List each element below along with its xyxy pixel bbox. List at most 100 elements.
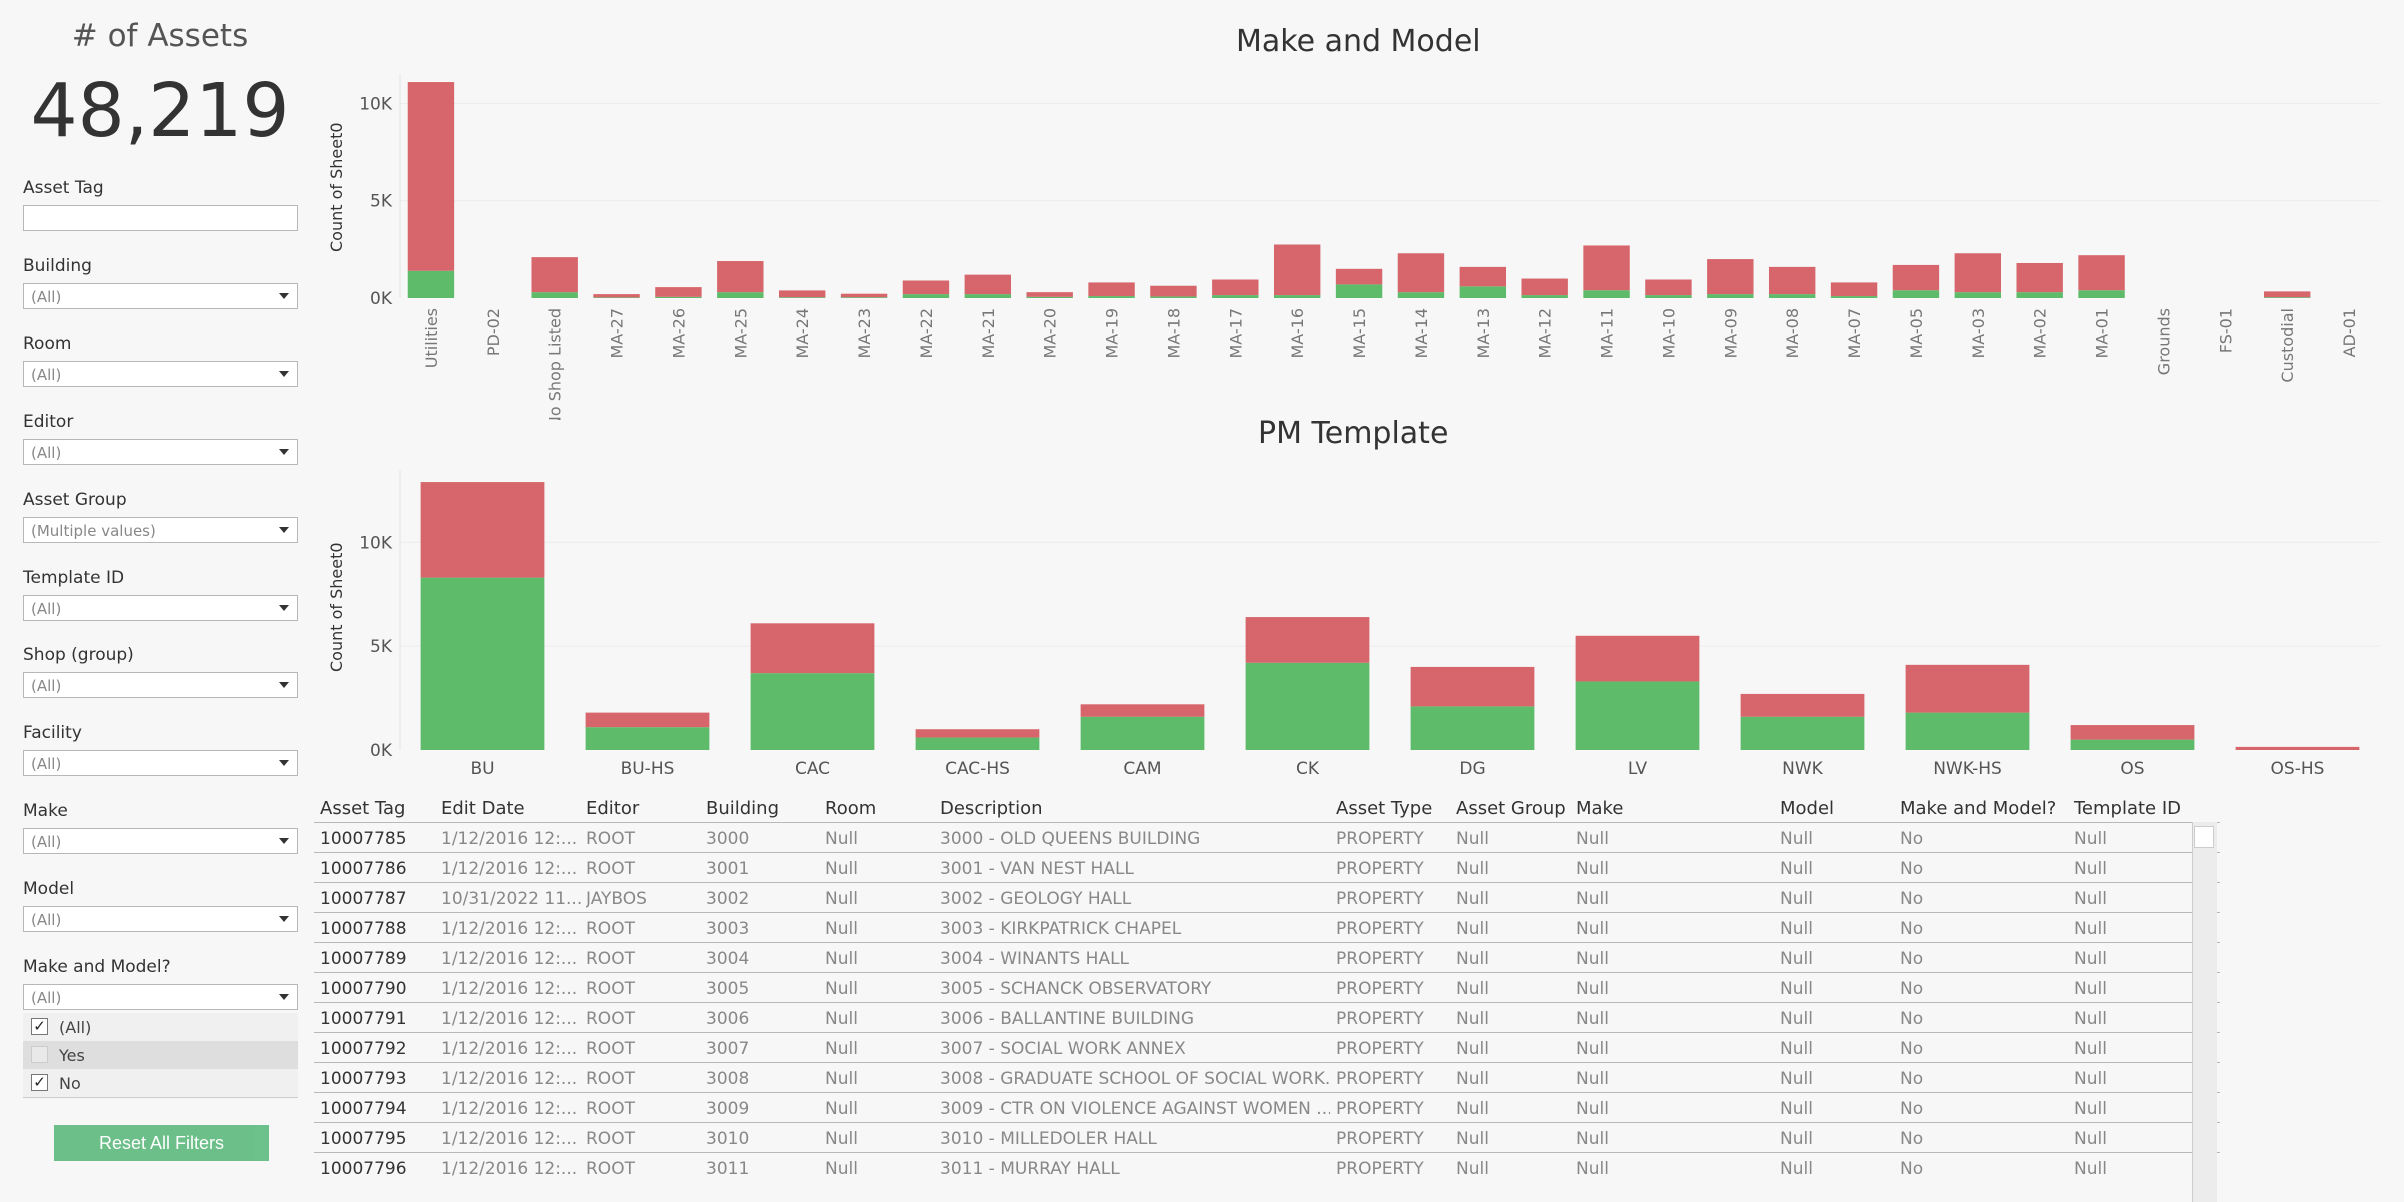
bar-yes-ma-25[interactable] bbox=[717, 292, 764, 298]
column-header[interactable]: Edit Date bbox=[441, 798, 525, 819]
bar-no-ma-17[interactable] bbox=[1212, 279, 1259, 296]
bar-no-cam[interactable] bbox=[1080, 704, 1205, 717]
table-row[interactable]: 10007792 1/12/2016 12:... ROOT 3007 Null 3007… bbox=[314, 1032, 2220, 1063]
bar-yes-ma-23[interactable] bbox=[840, 297, 888, 298]
asset-tag-input[interactable] bbox=[23, 205, 298, 231]
table-row[interactable]: 10007794 1/12/2016 12:... ROOT 3009 Null 3009… bbox=[314, 1092, 2220, 1123]
bar-yes-cam[interactable] bbox=[1080, 716, 1205, 750]
bar-yes-ma-01[interactable] bbox=[2078, 290, 2125, 298]
checkbox-checked-icon[interactable]: ✓ bbox=[31, 1074, 48, 1091]
bar-no-ma-24[interactable] bbox=[778, 290, 826, 298]
bar-yes-bu[interactable] bbox=[420, 577, 545, 750]
column-header[interactable]: Description bbox=[940, 798, 1043, 819]
table-row[interactable]: 10007791 1/12/2016 12:... ROOT 3006 Null 3006… bbox=[314, 1002, 2220, 1033]
bar-yes-nwk-hs[interactable] bbox=[1905, 712, 2030, 750]
bar-yes-ck[interactable] bbox=[1245, 662, 1370, 750]
bar-yes-cac-hs[interactable] bbox=[915, 737, 1040, 750]
table-row[interactable]: 10007793 1/12/2016 12:... ROOT 3008 Null 3008… bbox=[314, 1062, 2220, 1093]
room-dropdown[interactable]: (All) bbox=[23, 361, 298, 387]
bar-yes-custodial[interactable] bbox=[2263, 297, 2311, 298]
bar-no-ma-14[interactable] bbox=[1397, 253, 1445, 293]
bar-yes-ma-03[interactable] bbox=[1954, 292, 2002, 298]
bar-no-ma-13[interactable] bbox=[1459, 266, 1507, 287]
bar-no-bu[interactable] bbox=[420, 482, 545, 578]
asset-group-dropdown[interactable]: (Multiple values) bbox=[23, 517, 298, 543]
bar-no-ma-23[interactable] bbox=[840, 293, 888, 298]
bar-yes-ma-14[interactable] bbox=[1397, 292, 1445, 298]
model-dropdown[interactable]: (All) bbox=[23, 906, 298, 932]
checkbox-checked-icon[interactable]: ✓ bbox=[31, 1018, 48, 1035]
bar-yes-ma-05[interactable] bbox=[1892, 290, 1940, 298]
facility-dropdown[interactable]: (All) bbox=[23, 750, 298, 776]
bar-yes-ma-12[interactable] bbox=[1521, 295, 1568, 298]
bar-yes-cac[interactable] bbox=[750, 673, 875, 750]
bar-no-ma-02[interactable] bbox=[2016, 262, 2063, 293]
table-row[interactable]: 10007786 1/12/2016 12:... ROOT 3001 Null 3001… bbox=[314, 852, 2220, 883]
option-yes[interactable]: Yes bbox=[23, 1041, 298, 1069]
bar-no-dg[interactable] bbox=[1410, 666, 1535, 707]
reset-all-filters-button[interactable]: Reset All Filters bbox=[54, 1125, 269, 1161]
bar-yes-ma-18[interactable] bbox=[1150, 296, 1197, 298]
bar-yes-ma-08[interactable] bbox=[1768, 294, 1816, 298]
bar-yes-ma-19[interactable] bbox=[1088, 296, 1135, 298]
column-header[interactable]: Asset Group bbox=[1456, 798, 1566, 819]
bar-no-ma-20[interactable] bbox=[1026, 292, 1073, 297]
bar-no-cac-hs[interactable] bbox=[915, 729, 1040, 738]
bar-no-ma-25[interactable] bbox=[717, 261, 764, 293]
bar-no-ma-21[interactable] bbox=[964, 274, 1012, 295]
bar-yes-ma-15[interactable] bbox=[1335, 284, 1383, 298]
bar-yes-dg[interactable] bbox=[1410, 706, 1535, 750]
bar-yes-ma-26[interactable] bbox=[655, 296, 702, 298]
bar-no-ma-19[interactable] bbox=[1088, 282, 1135, 297]
bar-no-nwk[interactable] bbox=[1740, 693, 1865, 717]
bar-no-utilities[interactable] bbox=[407, 82, 455, 271]
bar-no-ma-07[interactable] bbox=[1830, 282, 1878, 297]
bar-yes-ma-16[interactable] bbox=[1273, 295, 1321, 298]
make-and-model-dropdown[interactable]: (All) bbox=[23, 984, 298, 1010]
bar-yes-ma-10[interactable] bbox=[1645, 295, 1692, 298]
option-all[interactable]: ✓ (All) bbox=[23, 1013, 298, 1041]
column-header[interactable]: Room bbox=[825, 798, 877, 819]
bar-no-ma-22[interactable] bbox=[902, 280, 950, 295]
bar-no-bu-hs[interactable] bbox=[585, 712, 710, 728]
bar-yes-ma-22[interactable] bbox=[902, 294, 950, 298]
column-header[interactable]: Editor bbox=[586, 798, 640, 819]
bar-yes-ma-02[interactable] bbox=[2016, 292, 2063, 298]
bar-no-ma-05[interactable] bbox=[1892, 264, 1940, 291]
make-dropdown[interactable]: (All) bbox=[23, 828, 298, 854]
column-header[interactable]: Template ID bbox=[2074, 798, 2182, 819]
bar-no-custodial[interactable] bbox=[2263, 291, 2311, 298]
bar-no-ck[interactable] bbox=[1245, 617, 1370, 663]
column-header[interactable]: Make bbox=[1576, 798, 1624, 819]
column-header[interactable]: Asset Type bbox=[1336, 798, 1433, 819]
bar-yes-lv[interactable] bbox=[1575, 681, 1700, 750]
table-scrollbar[interactable] bbox=[2192, 822, 2217, 1202]
bar-no-ma-10[interactable] bbox=[1645, 279, 1692, 296]
bar-yes-ma-09[interactable] bbox=[1707, 294, 1754, 298]
table-scrollbar-thumb[interactable] bbox=[2194, 826, 2214, 848]
bar-no-os-hs[interactable] bbox=[2235, 746, 2360, 750]
bar-no-ma-08[interactable] bbox=[1768, 266, 1816, 295]
bar-no-os[interactable] bbox=[2070, 725, 2195, 740]
bar-yes-ma-21[interactable] bbox=[964, 294, 1012, 298]
bar-no-ma-01[interactable] bbox=[2078, 255, 2125, 291]
bar-yes-nwk[interactable] bbox=[1740, 716, 1865, 750]
column-header[interactable]: Make and Model? bbox=[1900, 798, 2057, 819]
bar-yes-ma-27[interactable] bbox=[593, 297, 640, 298]
bar-yes-ma-13[interactable] bbox=[1459, 286, 1507, 298]
column-header[interactable]: Model bbox=[1780, 798, 1835, 819]
bar-yes-bu-hs[interactable] bbox=[585, 727, 710, 750]
table-row[interactable]: 10007790 1/12/2016 12:... ROOT 3005 Null 3005… bbox=[314, 972, 2220, 1003]
bar-no-no-shop-listed[interactable] bbox=[531, 257, 578, 293]
bar-no-nwk-hs[interactable] bbox=[1905, 664, 2030, 713]
building-dropdown[interactable]: (All) bbox=[23, 283, 298, 309]
column-header[interactable]: Building bbox=[706, 798, 780, 819]
bar-no-ma-15[interactable] bbox=[1335, 268, 1383, 285]
bar-no-ma-03[interactable] bbox=[1954, 253, 2002, 293]
bar-yes-os[interactable] bbox=[2070, 739, 2195, 750]
shop-group-dropdown[interactable]: (All) bbox=[23, 672, 298, 698]
bar-no-cac[interactable] bbox=[750, 623, 875, 674]
template-id-dropdown[interactable]: (All) bbox=[23, 595, 298, 621]
checkbox-unchecked-icon[interactable] bbox=[31, 1046, 48, 1063]
bar-no-ma-16[interactable] bbox=[1273, 244, 1321, 296]
